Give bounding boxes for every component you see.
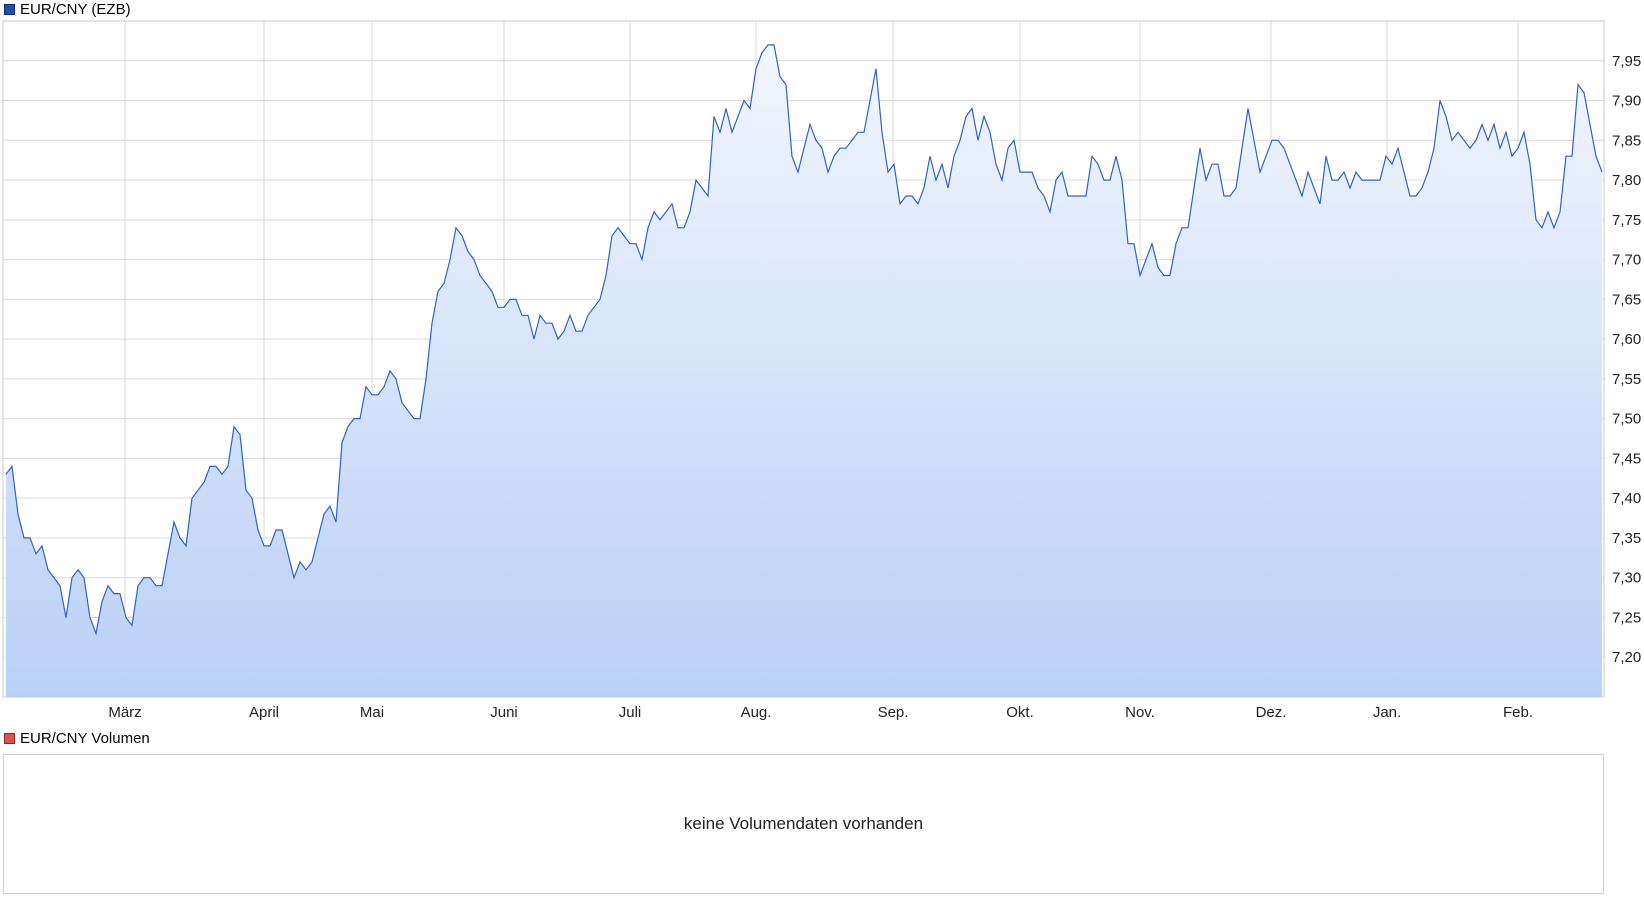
price-area	[6, 44, 1602, 697]
y-tick-label: 7,70	[1612, 252, 1641, 269]
x-tick-label: Jan.	[1373, 704, 1401, 721]
y-tick-label: 7,95	[1612, 53, 1641, 70]
volume-legend-swatch	[4, 732, 15, 744]
x-tick-label: Sep.	[878, 704, 909, 721]
y-tick-label: 7,60	[1612, 331, 1641, 348]
plot-frame	[2, 20, 1605, 698]
y-tick-label: 7,55	[1612, 371, 1641, 388]
y-tick-label: 7,65	[1612, 291, 1641, 308]
main-legend-swatch	[4, 3, 15, 15]
no-volume-message: keine Volumendaten vorhanden	[683, 814, 924, 833]
y-tick-label: 7,25	[1612, 609, 1641, 626]
y-tick-label: 7,50	[1612, 411, 1641, 428]
y-axis-labels: 7,20 7,25 7,30 7,35 7,40 7,45 7,50 7,55 7,60 7,65…	[1612, 53, 1641, 666]
y-tick-label: 7,35	[1612, 530, 1641, 547]
price-line	[5, 44, 1603, 636]
x-tick-label: Okt.	[1006, 704, 1034, 721]
x-tick-label: Juni	[490, 704, 518, 721]
y-tick-label: 7,40	[1612, 490, 1641, 507]
x-axis-labels: März April Mai Juni Juli Aug. Sep. Okt. Nov. Dez.…	[108, 704, 1533, 721]
y-tick-label: 7,45	[1612, 450, 1641, 467]
main-legend: EUR/CNY (EZB)	[4, 0, 131, 18]
volume-legend: EUR/CNY Volumen	[4, 729, 150, 747]
x-tick-label: April	[249, 704, 279, 721]
y-tick-label: 7,90	[1612, 93, 1641, 110]
main-legend-label: EUR/CNY (EZB)	[20, 0, 131, 18]
x-tick-label: März	[108, 704, 141, 721]
volume-legend-label: EUR/CNY Volumen	[20, 729, 150, 747]
volume-panel: keine Volumendaten vorhanden	[3, 754, 1604, 894]
y-tick-label: 7,80	[1612, 172, 1641, 189]
x-tick-label: Mai	[360, 704, 384, 721]
y-tick-label: 7,20	[1612, 649, 1641, 666]
y-tick-label: 7,75	[1612, 212, 1641, 229]
x-tick-label: Nov.	[1125, 704, 1155, 721]
x-tick-label: Dez.	[1256, 704, 1287, 721]
y-tick-label: 7,30	[1612, 570, 1641, 587]
x-tick-label: Juli	[619, 704, 642, 721]
x-tick-label: Aug.	[741, 704, 772, 721]
y-tick-label: 7,85	[1612, 132, 1641, 149]
x-tick-label: Feb.	[1503, 704, 1533, 721]
price-chart: 7,20 7,25 7,30 7,35 7,40 7,45 7,50 7,55 7,60 7,65…	[2, 20, 1641, 721]
